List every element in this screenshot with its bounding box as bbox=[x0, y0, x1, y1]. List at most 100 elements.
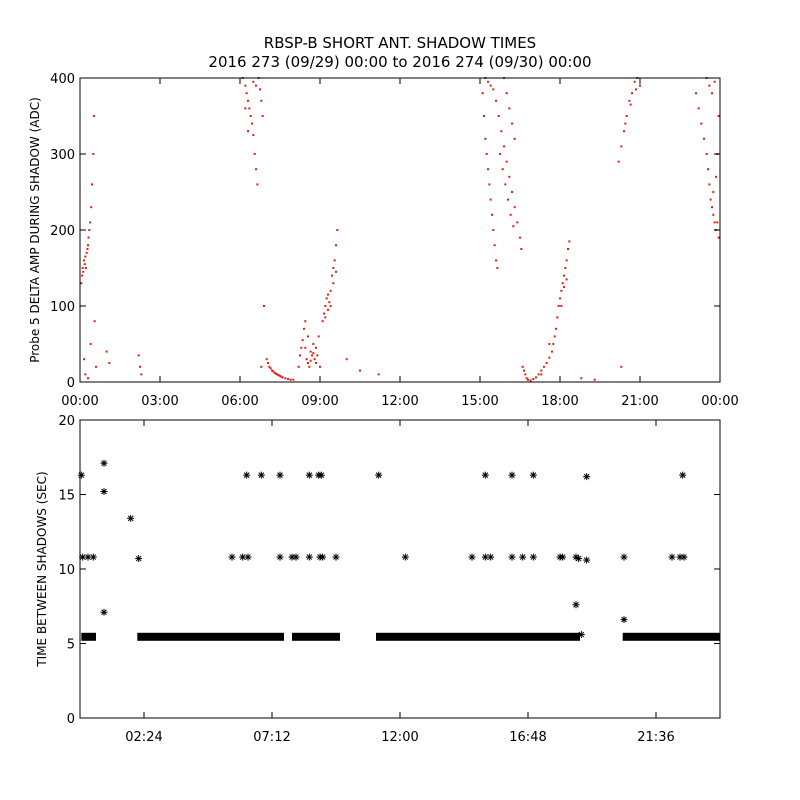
top-data-point bbox=[253, 153, 256, 155]
top-xtick-label: 18:00 bbox=[541, 394, 578, 409]
top-ytick-label: 300 bbox=[50, 148, 75, 163]
top-data-point bbox=[89, 221, 92, 224]
bottom-baseline-band bbox=[81, 632, 96, 641]
top-data-point bbox=[268, 365, 271, 368]
top-xtick-label: 21:00 bbox=[621, 394, 658, 409]
bottom-xtick-label: 16:48 bbox=[509, 730, 546, 745]
top-data-point bbox=[80, 282, 83, 285]
bottom-data-point bbox=[529, 553, 537, 561]
top-data-point bbox=[105, 350, 108, 353]
top-data-point bbox=[108, 362, 111, 364]
top-data-point bbox=[316, 354, 319, 357]
bottom-panel-ticks: 02:24 07:12 12:00 16:48 21:36 0 5 10 15 20 bbox=[58, 414, 720, 745]
top-data-point bbox=[559, 297, 561, 300]
top-data-point bbox=[565, 259, 568, 262]
bottom-ytick-label: 20 bbox=[58, 414, 75, 429]
bottom-data-point bbox=[305, 471, 313, 479]
top-data-point bbox=[495, 259, 497, 262]
bottom-panel-ylabel: TIME BETWEEN SHADOWS (SEC) bbox=[35, 471, 49, 667]
top-data-point bbox=[560, 289, 563, 292]
top-data-point bbox=[329, 305, 332, 307]
top-data-point bbox=[336, 229, 339, 231]
bottom-data-point bbox=[77, 471, 85, 479]
top-data-point bbox=[259, 88, 261, 91]
top-data-point bbox=[717, 236, 720, 239]
top-data-point bbox=[315, 362, 317, 364]
bottom-data-point bbox=[243, 471, 251, 479]
top-data-point bbox=[552, 343, 555, 345]
bottom-data-point bbox=[401, 553, 409, 561]
top-data-point bbox=[281, 376, 284, 379]
top-data-point bbox=[324, 305, 327, 307]
top-data-point bbox=[617, 160, 620, 163]
top-data-point bbox=[488, 183, 491, 186]
top-data-point bbox=[635, 88, 637, 91]
bottom-data-point bbox=[575, 555, 583, 563]
top-data-point bbox=[309, 359, 312, 362]
bottom-baseline-band bbox=[292, 632, 340, 641]
top-data-point bbox=[540, 373, 543, 376]
bottom-data-point bbox=[468, 553, 476, 561]
top-data-point bbox=[705, 153, 708, 155]
top-xtick-label: 00:00 bbox=[61, 394, 98, 409]
top-data-point bbox=[304, 320, 307, 323]
top-data-point bbox=[84, 267, 87, 269]
top-data-point bbox=[521, 365, 524, 368]
bottom-data-point bbox=[583, 473, 591, 481]
top-data-point bbox=[525, 377, 528, 380]
top-data-point bbox=[92, 115, 95, 117]
top-data-point bbox=[623, 130, 625, 133]
top-data-point bbox=[492, 229, 495, 231]
top-data-point bbox=[87, 236, 90, 239]
top-data-point bbox=[83, 358, 85, 361]
top-data-point bbox=[140, 373, 143, 376]
bottom-data-point bbox=[375, 471, 383, 479]
top-data-point bbox=[713, 221, 716, 224]
bottom-data-point bbox=[668, 553, 676, 561]
top-data-point bbox=[325, 297, 328, 300]
top-data-point bbox=[487, 168, 489, 171]
top-data-point bbox=[312, 352, 315, 355]
top-data-point bbox=[715, 175, 717, 178]
bottom-data-point bbox=[276, 553, 284, 561]
bottom-data-point bbox=[577, 631, 585, 639]
top-panel-ticks: 00:00 03:00 06:00 09:00 12:00 15:00 18:00 21:00… bbox=[50, 72, 739, 409]
bottom-data-point bbox=[679, 471, 687, 479]
top-data-point bbox=[261, 115, 264, 117]
top-data-point bbox=[564, 267, 567, 269]
top-data-point bbox=[335, 244, 337, 247]
top-data-point bbox=[631, 92, 633, 95]
bottom-xtick-label: 07:12 bbox=[253, 730, 290, 745]
bottom-xtick-label: 21:36 bbox=[637, 730, 674, 745]
top-data-point bbox=[275, 372, 277, 375]
top-data-point bbox=[321, 320, 324, 323]
top-data-point bbox=[93, 320, 96, 323]
top-data-point bbox=[567, 248, 569, 250]
top-data-point bbox=[484, 137, 487, 140]
bottom-data-point bbox=[244, 553, 252, 561]
top-data-point bbox=[563, 274, 565, 277]
top-data-point bbox=[244, 84, 247, 87]
top-data-point bbox=[137, 354, 140, 357]
top-data-point bbox=[85, 251, 88, 254]
bottom-data-point bbox=[559, 553, 567, 561]
top-data-point bbox=[512, 225, 515, 228]
top-data-point bbox=[624, 122, 627, 125]
top-data-point bbox=[300, 346, 303, 349]
top-data-point bbox=[495, 99, 497, 102]
top-data-point bbox=[88, 229, 91, 231]
top-data-point bbox=[252, 134, 255, 136]
top-data-point bbox=[548, 343, 551, 345]
top-data-point bbox=[260, 365, 263, 368]
top-data-point bbox=[305, 358, 308, 361]
top-data-point bbox=[308, 365, 311, 368]
top-data-point bbox=[700, 122, 703, 125]
top-data-point bbox=[529, 379, 532, 382]
top-data-point bbox=[289, 378, 292, 381]
top-data-point bbox=[563, 286, 565, 288]
top-data-point bbox=[568, 240, 571, 243]
top-data-point bbox=[551, 350, 553, 353]
top-data-point bbox=[537, 373, 540, 376]
